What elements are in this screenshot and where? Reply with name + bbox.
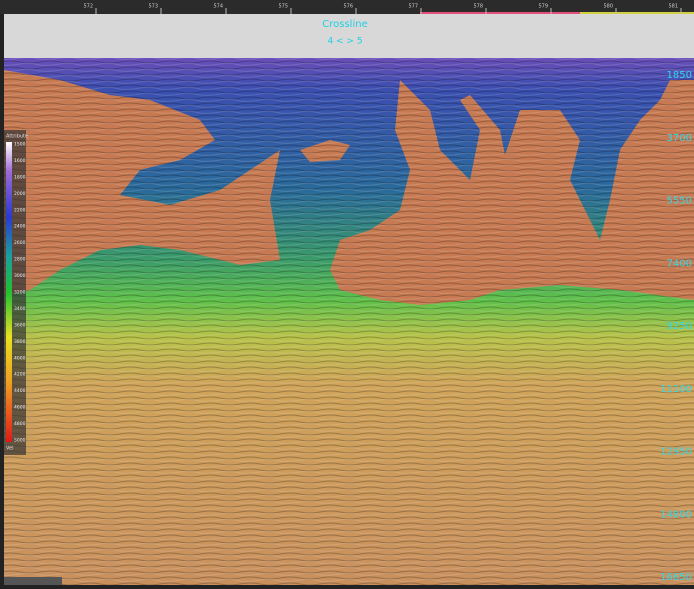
colorbar-label: 2400 (14, 224, 26, 230)
colorbar-label: 2200 (14, 207, 26, 213)
ruler-label: 581 (668, 4, 678, 10)
depth-label: 3700 (667, 133, 692, 144)
ruler-label: 578 (473, 4, 483, 10)
colorbar-label: 4000 (14, 355, 26, 361)
ruler-label: 572 (83, 4, 93, 10)
colorbar-label: 3800 (14, 339, 26, 345)
depth-label: 12950 (660, 447, 692, 458)
colorbar-label: 3600 (14, 322, 26, 328)
depth-label: 7400 (667, 258, 692, 269)
ruler-bar (0, 0, 694, 14)
colorbar-label: 4200 (14, 372, 26, 378)
ruler-label: 579 (538, 4, 548, 10)
colorbar (6, 142, 12, 442)
depth-label: 5550 (667, 196, 692, 207)
colorbar-label: 4800 (14, 421, 26, 427)
colorbar-label: 1600 (14, 158, 26, 164)
colorbar-label: 4400 (14, 388, 26, 394)
depth-label: 1850 (667, 70, 692, 81)
depth-label: 14800 (660, 509, 692, 520)
depth-label: 9250 (667, 321, 692, 332)
colorbar-label: 3200 (14, 290, 26, 296)
section-subtitle: 4 < > 5 (327, 37, 362, 47)
colorbar-label: 1500 (14, 142, 26, 148)
colorbar-label: 3400 (14, 306, 26, 312)
ruler-label: 576 (343, 4, 353, 10)
colorbar-unit: Vel (6, 446, 14, 452)
colorbar-label: 3000 (14, 273, 26, 279)
status-box[interactable] (4, 577, 62, 585)
colorbar-label: 2800 (14, 257, 26, 263)
depth-label: 11100 (660, 384, 692, 395)
colorbar-label: 5000 (14, 438, 26, 444)
colorbar-label: 2000 (14, 191, 26, 197)
header-band (4, 14, 694, 60)
ruler-label: 574 (213, 4, 223, 10)
seismic-texture (4, 58, 694, 585)
depth-label: 16650 (660, 572, 692, 583)
ruler-label: 577 (408, 4, 418, 10)
section-title: Crossline (322, 19, 367, 30)
colorbar-title: Attribute (6, 134, 28, 140)
ruler-label: 575 (278, 4, 288, 10)
colorbar-label: 1800 (14, 174, 26, 180)
colorbar-label: 4600 (14, 405, 26, 411)
ruler-label: 573 (148, 4, 158, 10)
ruler-label: 580 (603, 4, 613, 10)
colorbar-label: 2600 (14, 240, 26, 246)
